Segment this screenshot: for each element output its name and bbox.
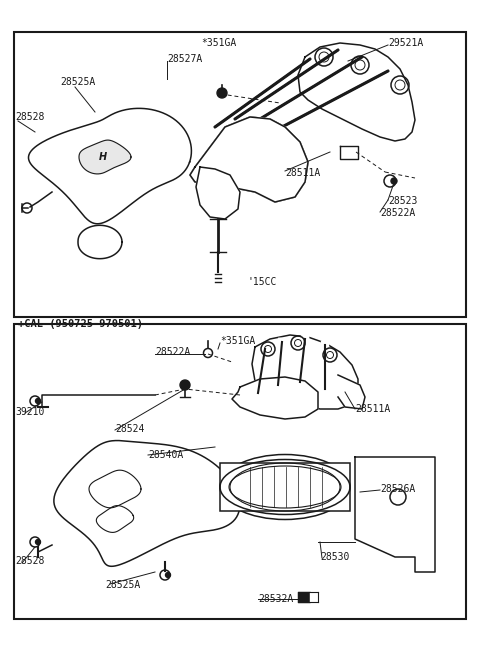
Circle shape bbox=[204, 348, 213, 357]
Text: +CAL (950725-970501): +CAL (950725-970501) bbox=[18, 319, 143, 329]
Circle shape bbox=[217, 88, 227, 98]
Circle shape bbox=[36, 539, 40, 545]
Circle shape bbox=[391, 178, 397, 184]
Bar bbox=[220, 463, 350, 511]
Polygon shape bbox=[190, 117, 308, 202]
Text: 28540A: 28540A bbox=[148, 450, 183, 460]
Text: 28522A: 28522A bbox=[155, 347, 190, 357]
Circle shape bbox=[166, 572, 170, 578]
Text: 28511A: 28511A bbox=[285, 168, 320, 178]
Polygon shape bbox=[79, 140, 131, 174]
Text: *351GA: *351GA bbox=[201, 38, 236, 48]
Text: 28528: 28528 bbox=[15, 556, 44, 566]
Text: 28525A: 28525A bbox=[105, 580, 140, 590]
Text: 28528: 28528 bbox=[15, 112, 44, 122]
Polygon shape bbox=[298, 43, 415, 141]
Text: H: H bbox=[99, 152, 107, 162]
Bar bbox=[14, 324, 466, 619]
Text: *351GA: *351GA bbox=[220, 336, 255, 346]
Text: 28526A: 28526A bbox=[380, 484, 415, 494]
Polygon shape bbox=[338, 375, 365, 409]
Polygon shape bbox=[220, 467, 350, 507]
Circle shape bbox=[180, 380, 190, 390]
Text: 28511A: 28511A bbox=[355, 404, 390, 414]
Polygon shape bbox=[78, 225, 122, 259]
Bar bbox=[14, 32, 466, 317]
Polygon shape bbox=[28, 108, 192, 224]
Text: 28523: 28523 bbox=[388, 196, 418, 206]
Text: 39210: 39210 bbox=[15, 407, 44, 417]
Text: 29521A: 29521A bbox=[388, 38, 423, 48]
Polygon shape bbox=[355, 457, 435, 572]
Polygon shape bbox=[310, 592, 318, 602]
Polygon shape bbox=[196, 167, 240, 219]
Text: 28530: 28530 bbox=[320, 552, 349, 562]
Polygon shape bbox=[54, 441, 240, 566]
Text: 28522A: 28522A bbox=[380, 208, 415, 218]
Circle shape bbox=[384, 175, 396, 187]
Text: '15CC: '15CC bbox=[248, 277, 277, 287]
Polygon shape bbox=[190, 117, 308, 202]
Circle shape bbox=[36, 399, 40, 403]
Polygon shape bbox=[252, 335, 358, 409]
Text: 28525A: 28525A bbox=[60, 77, 95, 87]
Polygon shape bbox=[232, 377, 318, 419]
Polygon shape bbox=[298, 592, 310, 602]
Text: 28532A: 28532A bbox=[258, 594, 293, 604]
Text: 28524: 28524 bbox=[115, 424, 144, 434]
Text: 28527A: 28527A bbox=[167, 54, 202, 64]
